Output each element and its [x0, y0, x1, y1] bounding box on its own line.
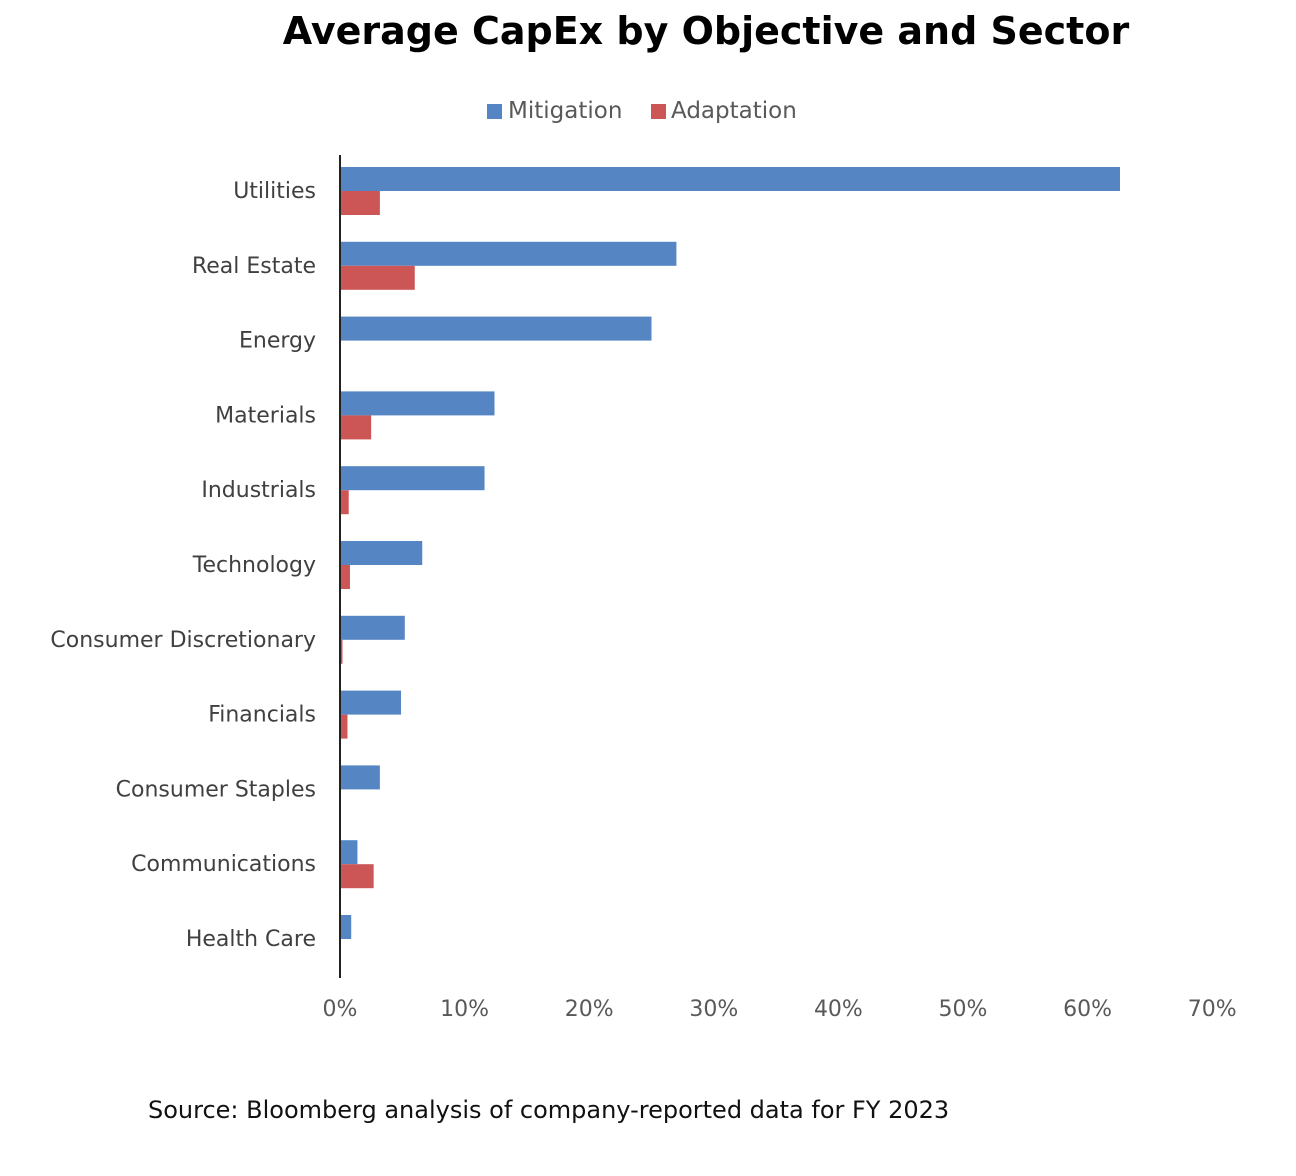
legend-swatch-mitigation	[487, 104, 502, 119]
bar-adaptation-financials	[340, 714, 348, 739]
legend-swatch-adaptation	[651, 104, 666, 119]
category-label-materials: Materials	[215, 403, 316, 428]
bar-mitigation-communications	[340, 840, 358, 865]
category-label-communications: Communications	[131, 852, 316, 877]
bar-adaptation-technology	[340, 565, 350, 589]
x-axis-tick-labels: 0% 10% 20% 30% 40% 50% 60% 70%	[323, 997, 1237, 1022]
bar-mitigation-industrials	[340, 466, 485, 491]
x-tick-label: 0%	[323, 997, 358, 1022]
bar-mitigation-financials	[340, 690, 402, 715]
bar-mitigation-consumer-discretionary	[340, 615, 405, 640]
legend-label-mitigation: Mitigation	[508, 98, 622, 124]
x-tick-label: 30%	[689, 997, 738, 1022]
bars-group	[340, 167, 1120, 939]
category-label-health-care: Health Care	[186, 927, 316, 952]
category-label-financials: Financials	[208, 703, 316, 728]
x-tick-label: 10%	[440, 997, 489, 1022]
bar-mitigation-health-care	[340, 915, 352, 939]
bar-mitigation-materials	[340, 391, 495, 416]
bar-mitigation-utilities	[340, 167, 1120, 191]
chart-title: Average CapEx by Objective and Sector	[283, 9, 1130, 53]
x-tick-label: 50%	[939, 997, 988, 1022]
bar-adaptation-utilities	[340, 191, 380, 215]
category-labels: Utilities Real Estate Energy Materials Indus…	[50, 179, 316, 952]
category-label-real-estate: Real Estate	[192, 254, 316, 279]
category-label-technology: Technology	[192, 553, 316, 578]
category-label-consumer-discretionary: Consumer Discretionary	[50, 628, 316, 653]
x-tick-label: 20%	[565, 997, 614, 1022]
legend-label-adaptation: Adaptation	[671, 98, 797, 124]
category-label-utilities: Utilities	[233, 179, 316, 204]
x-tick-label: 40%	[814, 997, 863, 1022]
bar-adaptation-industrials	[340, 490, 349, 515]
x-tick-label: 60%	[1063, 997, 1112, 1022]
bar-mitigation-technology	[340, 541, 423, 565]
bar-adaptation-materials	[340, 415, 372, 440]
bar-mitigation-consumer-staples	[340, 765, 380, 790]
bar-adaptation-real-estate	[340, 265, 415, 290]
legend: Mitigation Adaptation	[487, 98, 797, 124]
source-note: Source: Bloomberg analysis of company-re…	[148, 1096, 949, 1124]
category-label-industrials: Industrials	[201, 478, 316, 503]
category-label-energy: Energy	[239, 329, 316, 354]
bar-mitigation-energy	[340, 316, 652, 341]
bar-adaptation-communications	[340, 864, 374, 889]
bar-mitigation-real-estate	[340, 241, 677, 266]
category-label-consumer-staples: Consumer Staples	[116, 777, 316, 802]
x-tick-label: 70%	[1188, 997, 1237, 1022]
bar-adaptation-consumer-discretionary	[340, 639, 343, 664]
